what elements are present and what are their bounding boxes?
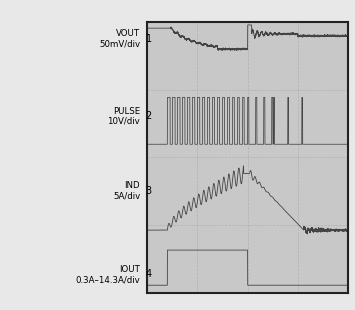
Text: IOUT
0.3A–14.3A/div: IOUT 0.3A–14.3A/div <box>76 265 140 284</box>
Text: 1: 1 <box>146 34 152 44</box>
Text: VOUT
50mV/div: VOUT 50mV/div <box>99 29 140 48</box>
Text: 2: 2 <box>146 111 152 121</box>
Text: PULSE
10V/div: PULSE 10V/div <box>108 107 140 126</box>
Text: 4: 4 <box>146 269 152 279</box>
Text: IND
5A/div: IND 5A/div <box>113 181 140 200</box>
Text: 3: 3 <box>146 186 152 196</box>
